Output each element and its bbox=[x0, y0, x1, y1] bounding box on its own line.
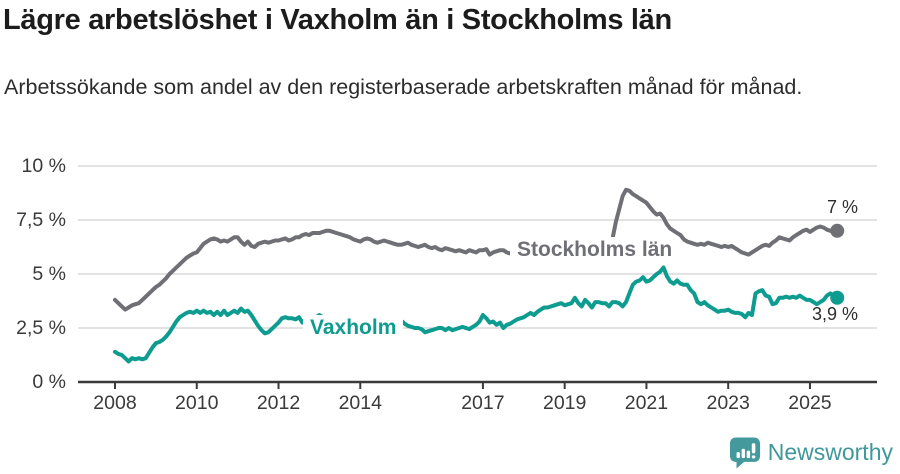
y-tick-label: 0 % bbox=[32, 371, 66, 393]
newsworthy-logo-icon bbox=[729, 437, 760, 469]
y-axis-labels: 0 % 2,5 % 5 % 7,5 % 10 % bbox=[0, 0, 66, 474]
chart-subtitle: Arbetssökande som andel av den registerb… bbox=[4, 75, 803, 99]
y-tick-label: 7,5 % bbox=[16, 209, 66, 231]
y-tick-label: 10 % bbox=[21, 155, 66, 177]
page-title: Lägre arbetslöshet i Vaxholm än i Stockh… bbox=[3, 4, 672, 36]
newsworthy-wordmark: Newsworthy bbox=[767, 439, 893, 465]
end-value-stockholm: 7 % bbox=[827, 197, 859, 217]
series-label-vaxholm: Vaxholm bbox=[303, 315, 404, 341]
y-tick-label: 2,5 % bbox=[16, 317, 66, 339]
newsworthy-logo[interactable]: Newsworthy bbox=[729, 436, 893, 469]
series-label-stockholm: Stockholms län bbox=[510, 237, 680, 263]
end-value-vaxholm: 3,9 % bbox=[812, 304, 859, 324]
y-tick-label: 5 % bbox=[32, 263, 66, 285]
